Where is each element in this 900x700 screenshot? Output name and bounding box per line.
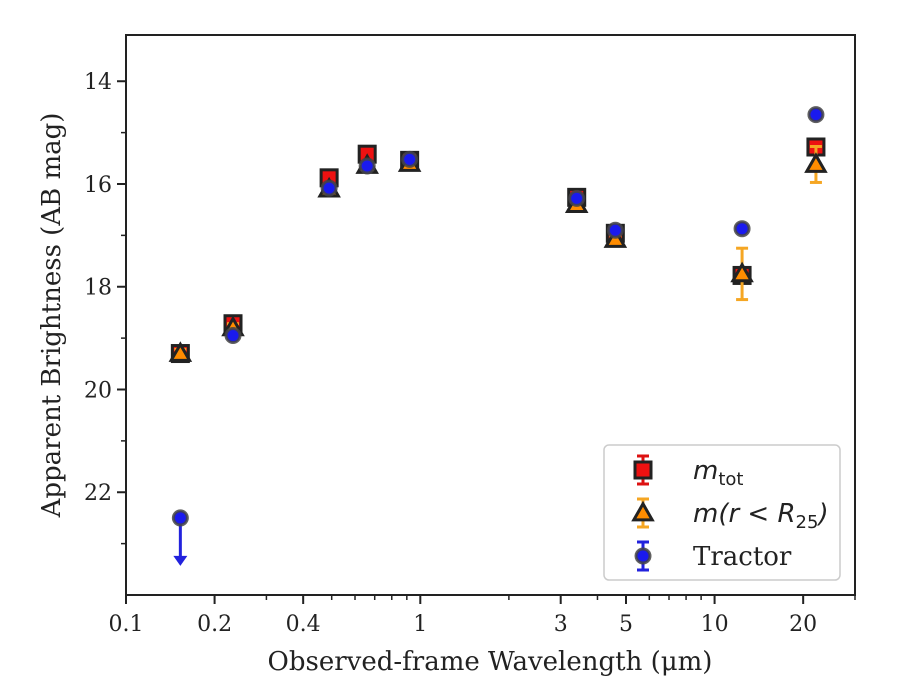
x-tick-label: 5 (619, 612, 633, 637)
legend-label-main: m(r < R (693, 499, 796, 529)
point-m-r25 (168, 341, 193, 362)
legend-marker-tractor (634, 547, 652, 565)
point-tractor (358, 157, 376, 175)
upper-limit-arrowhead (173, 555, 188, 566)
x-tick-label: 0.1 (109, 612, 144, 637)
point-m-r25 (730, 261, 754, 283)
legend-label-sub: tot (718, 469, 743, 490)
series-m-tot (170, 137, 826, 364)
y-tick-label: 20 (84, 378, 112, 403)
x-axis-label: Observed-frame Wavelength (μm) (268, 647, 713, 677)
plot-frame (125, 34, 856, 596)
y-axis: 14 16 18 20 22 (84, 70, 126, 545)
x-tick-label: 0.2 (197, 612, 232, 637)
point-tractor (733, 220, 751, 238)
point-tractor (401, 150, 419, 168)
x-tick-label: 20 (789, 612, 817, 637)
y-tick-label: 18 (84, 276, 112, 301)
point-m-r25 (804, 152, 828, 173)
legend-marker-m-tot (633, 460, 653, 480)
legend-label-m-tot: mtot (693, 456, 743, 490)
legend-label-main: m (693, 456, 718, 486)
y-tick-label: 22 (84, 481, 112, 506)
legend-label-m-r25: m(r < R25) (693, 499, 829, 533)
legend: mtot m(r < R25) Tractor (603, 444, 841, 581)
legend-label-sub: 25 (796, 512, 819, 533)
x-axis: 0.1 0.2 0.4 1 3 5 10 20 (109, 595, 856, 637)
x-tick-label: 10 (701, 612, 729, 637)
legend-label-main: Tractor (693, 542, 792, 572)
y-tick-label: 16 (84, 173, 112, 198)
data-marks (168, 106, 828, 566)
x-tick-label: 1 (413, 612, 427, 637)
point-tractor (606, 221, 624, 239)
x-tick-label: 3 (554, 612, 568, 637)
point-tractor (568, 189, 586, 207)
point-tractor (224, 327, 242, 345)
legend-label-tail: ) (816, 499, 828, 529)
series-tractor (171, 106, 825, 566)
legend-box (603, 444, 841, 581)
series-m-r25 (168, 144, 828, 362)
point-tractor (320, 179, 338, 197)
x-tick-label: 0.4 (286, 612, 321, 637)
y-tick-label: 14 (84, 70, 112, 95)
legend-label-tractor: Tractor (693, 542, 792, 572)
point-tractor (807, 106, 825, 124)
y-axis-label: Apparent Brightness (AB mag) (37, 113, 67, 519)
point-tractor (171, 509, 189, 527)
legend-marker-m-r25 (631, 500, 655, 522)
